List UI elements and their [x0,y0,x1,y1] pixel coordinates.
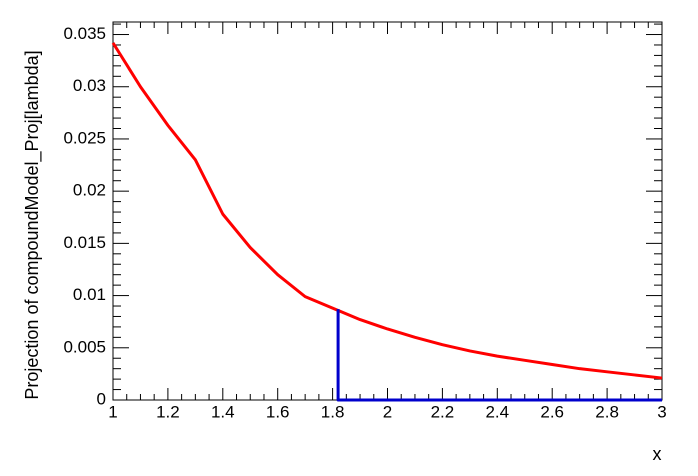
curve [336,309,662,402]
y-tick-label: 0.015 [63,233,106,252]
x-tick-label: 1.4 [211,402,235,421]
curve [111,42,663,380]
y-tick-label: 0 [97,389,106,408]
y-tick-label: 0.035 [63,24,106,43]
y-tick-label: 0.005 [63,337,106,356]
x-tick-label: 1.8 [321,402,345,421]
x-tick-label: 1.2 [156,402,180,421]
x-tick-label: 2.8 [595,402,619,421]
y-tick-label: 0.02 [73,181,106,200]
x-tick-label: 2 [383,402,392,421]
y-tick-label: 0.03 [73,76,106,95]
x-tick-label: 1.6 [266,402,290,421]
x-tick-label: 2.4 [485,402,509,421]
x-tick-label: 2.6 [540,402,564,421]
x-tick-label: 2.2 [431,402,455,421]
x-tick-label: 3 [657,402,666,421]
x-tick-label: 1 [108,402,117,421]
plot-frame [112,21,663,401]
y-tick-label: 0.01 [73,285,106,304]
y-axis-title: Projection of compoundModel_Proj[lambda] [22,50,43,399]
x-axis-title: x [653,444,662,464]
y-tick-label: 0.025 [63,128,106,147]
